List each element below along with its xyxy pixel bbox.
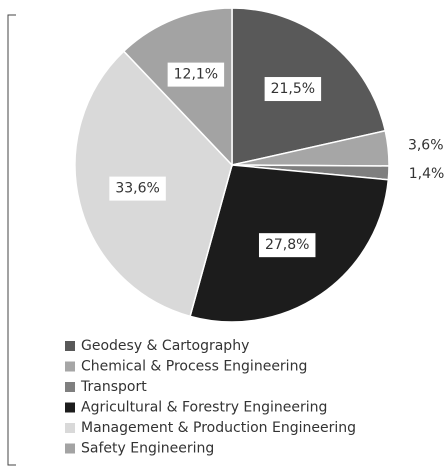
data-label-box — [258, 233, 316, 258]
legend-swatch — [65, 341, 75, 351]
frame-bracket — [7, 14, 16, 466]
legend-label: Transport — [80, 379, 147, 395]
legend-swatch — [65, 382, 75, 392]
data-label-box — [167, 62, 225, 87]
legend-swatch — [65, 361, 75, 372]
data-label: 27,8% — [265, 237, 309, 253]
data-label: 12,1% — [174, 67, 218, 83]
data-label-group: 21,5% — [264, 77, 322, 102]
data-label-group: 33,6% — [109, 176, 166, 201]
data-label-group: 12,1% — [167, 62, 225, 87]
legend-label: Chemical & Process Engineering — [81, 359, 307, 375]
data-label-box — [264, 77, 322, 102]
data-label: 1,4% — [409, 166, 445, 182]
legend-label: Safety Engineering — [81, 441, 214, 457]
data-label-group: 3,6% — [408, 137, 444, 153]
data-label: 3,6% — [408, 137, 444, 153]
legend-label: Management & Production Engineering — [81, 420, 356, 436]
data-label-group: 1,4% — [409, 166, 445, 182]
data-label-box — [109, 176, 166, 201]
legend-swatch — [65, 423, 75, 433]
legend-label: Geodesy & Cartography — [81, 338, 249, 354]
legend-swatch — [65, 402, 75, 413]
data-label: 33,6% — [115, 181, 159, 197]
data-label-group: 27,8% — [258, 233, 316, 258]
legend-label: Agricultural & Forestry Engineering — [81, 400, 327, 416]
legend-swatch — [65, 443, 75, 454]
data-label: 21,5% — [271, 81, 315, 97]
